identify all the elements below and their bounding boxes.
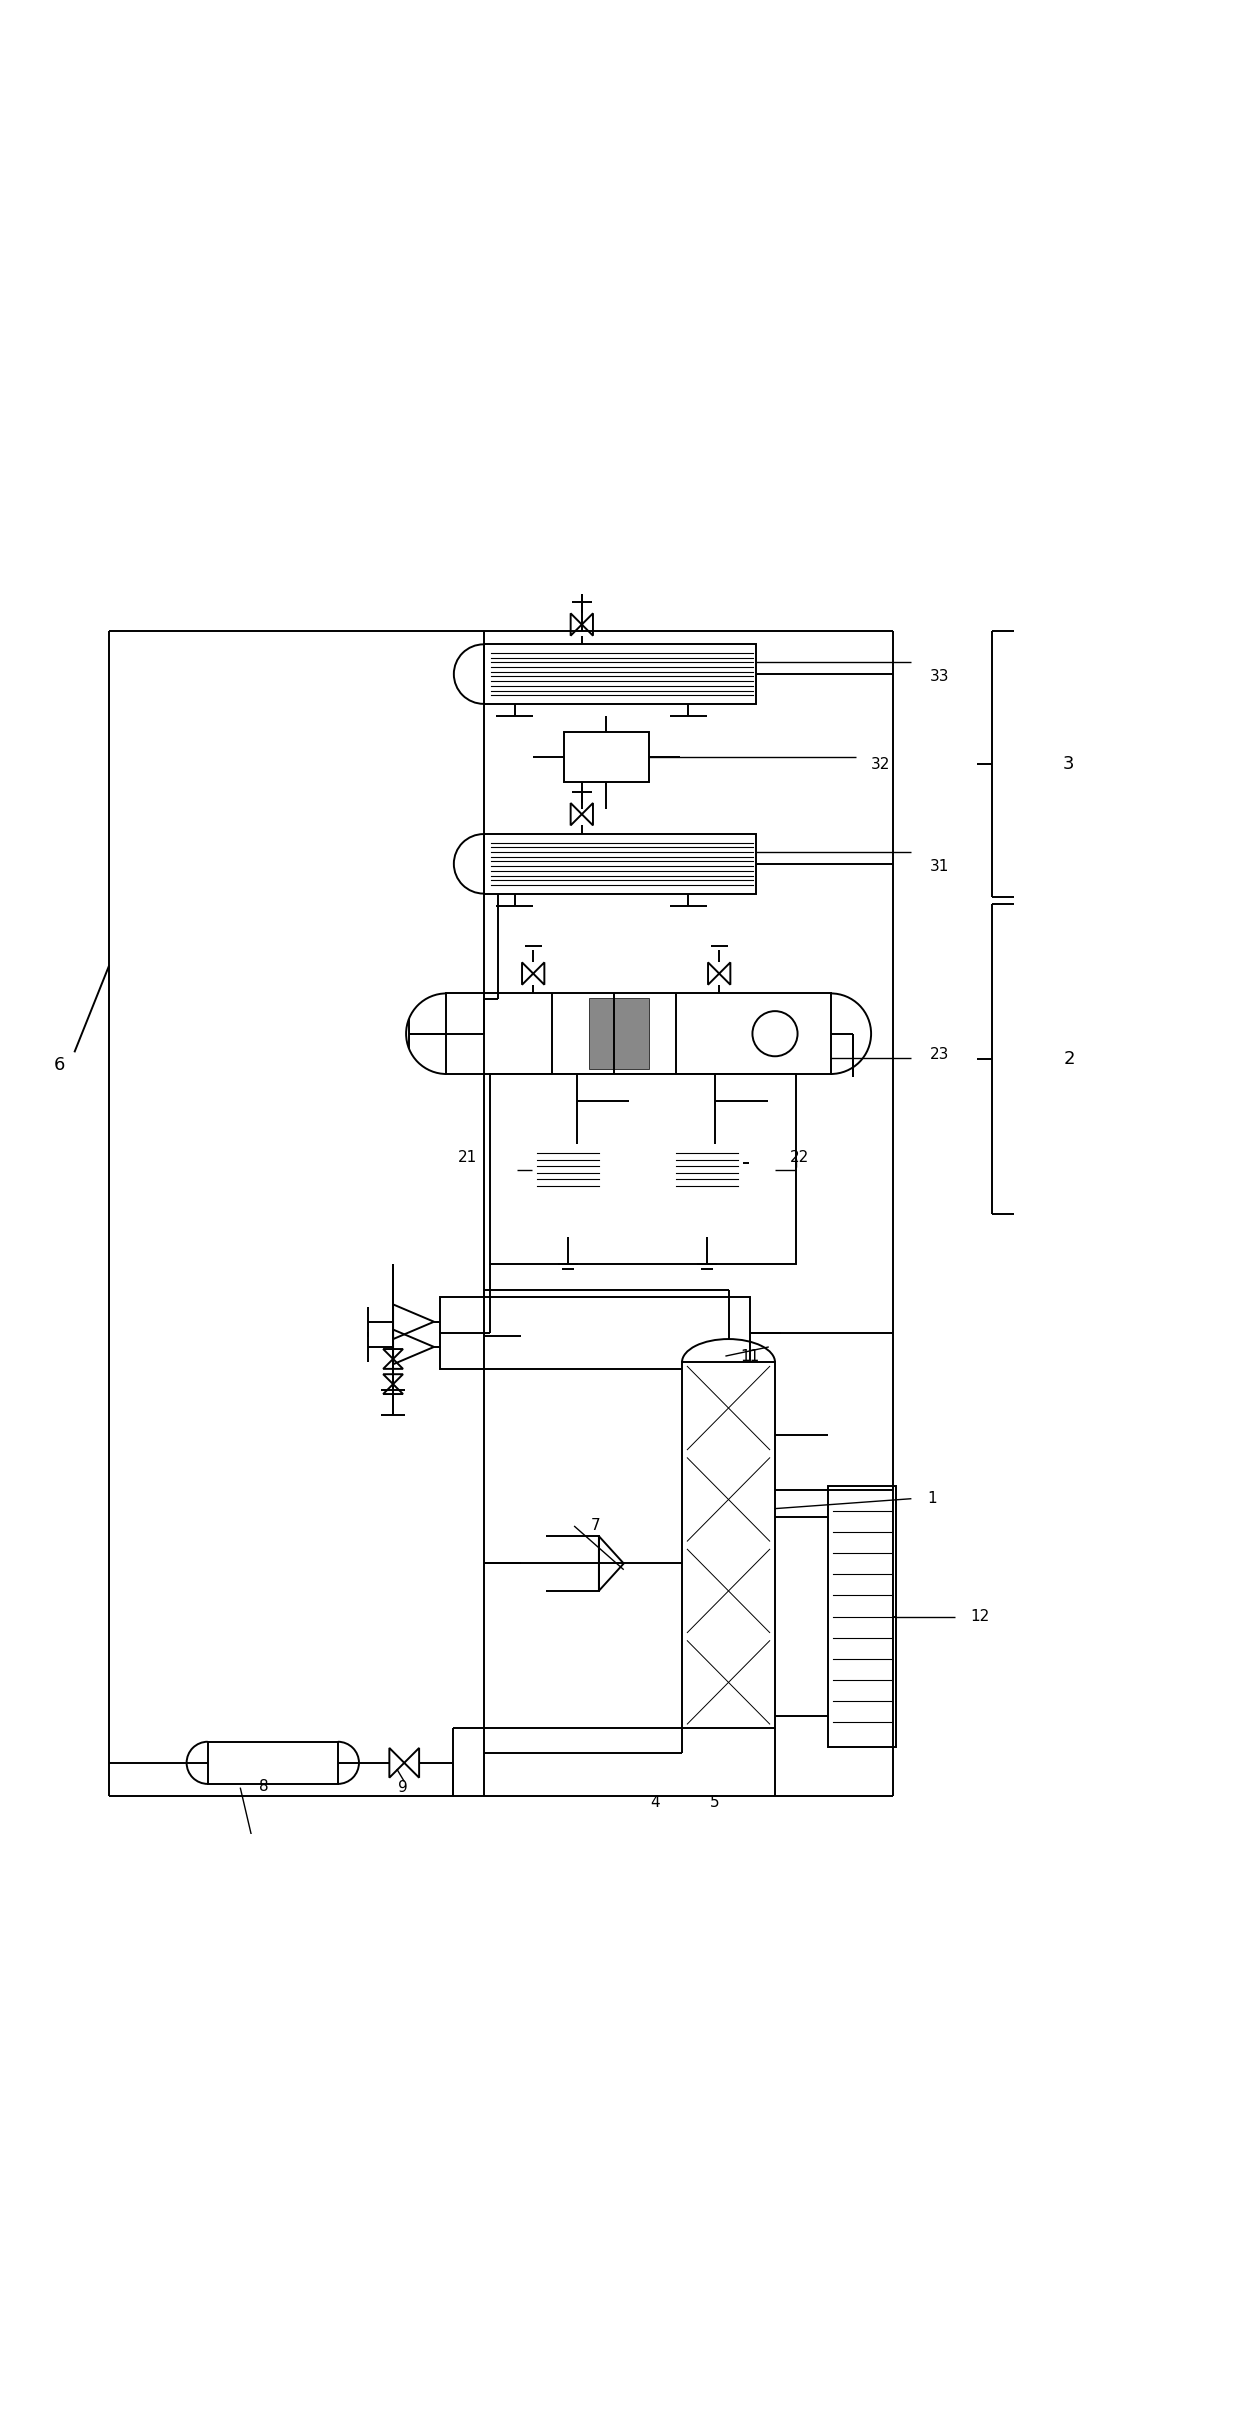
Text: 1: 1 (928, 1490, 937, 1507)
Text: 3: 3 (1063, 755, 1075, 774)
Bar (589, 997, 649, 1068)
Bar (490, 1075, 796, 1264)
Bar (484, 835, 756, 893)
Text: 9: 9 (398, 1779, 408, 1796)
Text: 21: 21 (458, 1150, 477, 1165)
Bar (635, 1160, 657, 1167)
Text: 11: 11 (740, 1349, 760, 1364)
Bar (682, 1362, 775, 1728)
Text: 33: 33 (930, 670, 950, 684)
Bar (828, 1485, 895, 1747)
Bar (532, 1143, 604, 1194)
Text: 31: 31 (930, 859, 950, 874)
Bar (774, 1160, 796, 1167)
Bar (440, 1296, 750, 1369)
Text: 4: 4 (650, 1796, 660, 1811)
Text: 12: 12 (970, 1609, 990, 1624)
Bar (564, 733, 649, 781)
Bar (208, 1743, 337, 1784)
Text: 22: 22 (790, 1150, 810, 1165)
Text: 32: 32 (870, 757, 890, 772)
Text: 23: 23 (930, 1048, 950, 1063)
Text: 8: 8 (259, 1779, 269, 1794)
Bar (671, 1143, 743, 1194)
Bar (446, 993, 831, 1075)
Bar (484, 643, 756, 704)
Circle shape (753, 1012, 797, 1056)
Text: 6: 6 (53, 1056, 66, 1073)
Text: 5: 5 (709, 1796, 719, 1811)
Text: 7: 7 (590, 1519, 600, 1534)
Text: 2: 2 (1063, 1048, 1075, 1068)
